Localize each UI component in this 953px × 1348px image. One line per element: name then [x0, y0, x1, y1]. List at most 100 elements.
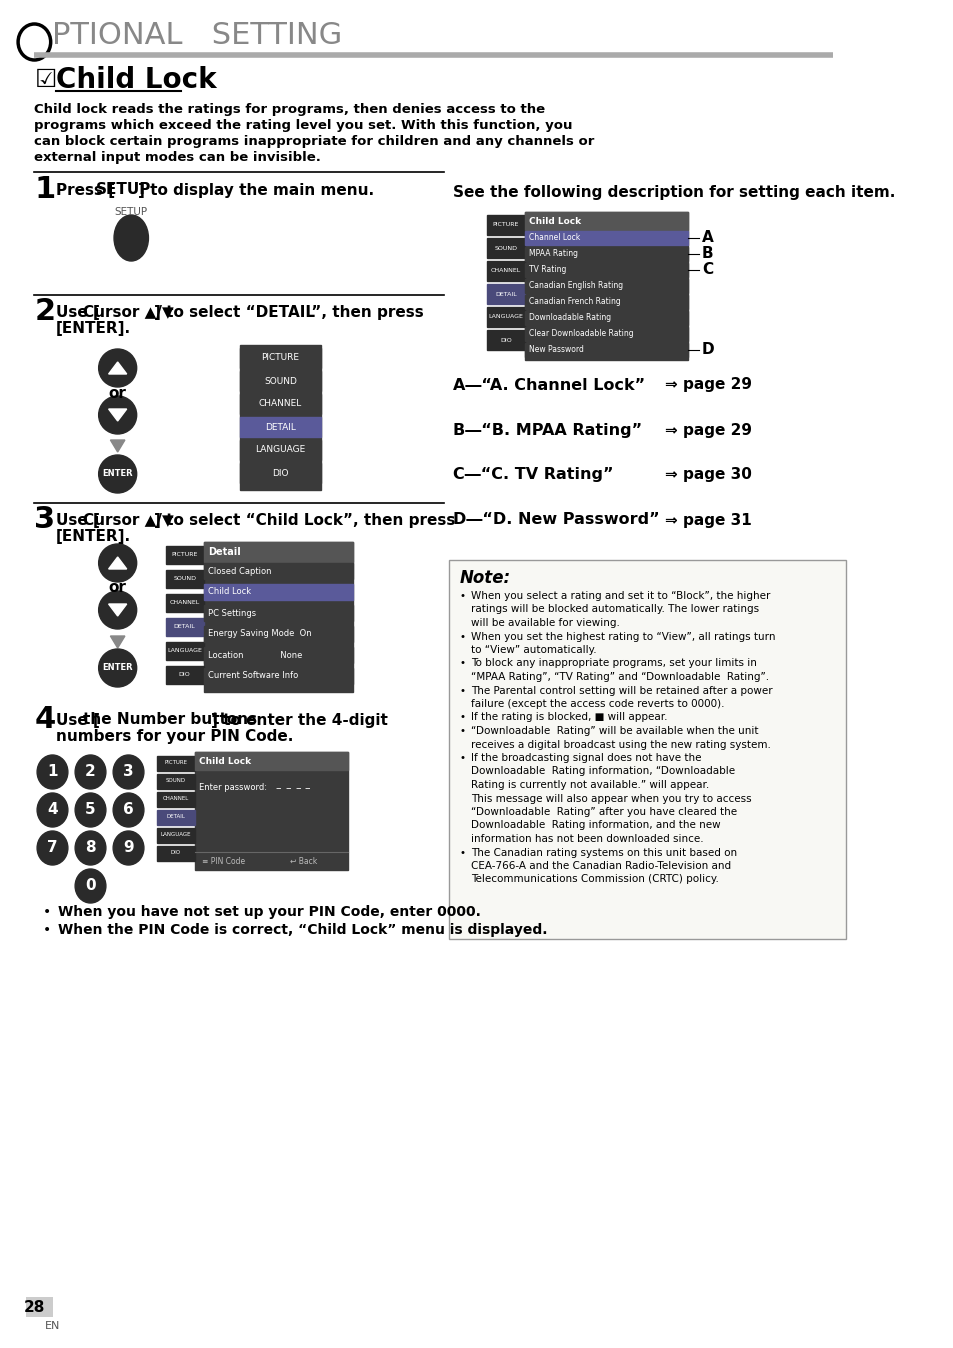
Text: receives a digital broadcast using the new rating system.: receives a digital broadcast using the n…: [470, 740, 770, 749]
Text: EN: EN: [45, 1321, 61, 1330]
Text: Enter password:: Enter password:: [199, 783, 267, 793]
Polygon shape: [109, 604, 127, 616]
Text: [ENTER].: [ENTER].: [56, 321, 132, 336]
FancyBboxPatch shape: [524, 311, 687, 325]
Text: failure (except the access code reverts to 0000).: failure (except the access code reverts …: [470, 700, 723, 709]
Text: Clear Downloadable Rating: Clear Downloadable Rating: [528, 329, 633, 338]
Circle shape: [113, 793, 144, 828]
Text: 3: 3: [123, 764, 133, 779]
Text: 2: 2: [85, 764, 96, 779]
Text: –: –: [305, 783, 311, 793]
Text: C: C: [701, 263, 713, 278]
Text: DIO: DIO: [499, 337, 512, 342]
Text: Detail: Detail: [208, 547, 241, 557]
Text: 1: 1: [34, 175, 55, 205]
Text: DETAIL: DETAIL: [265, 422, 295, 431]
FancyBboxPatch shape: [524, 212, 687, 231]
FancyBboxPatch shape: [524, 295, 687, 309]
FancyBboxPatch shape: [486, 262, 524, 280]
Text: numbers for your PIN Code.: numbers for your PIN Code.: [56, 728, 294, 744]
Text: CHANNEL: CHANNEL: [258, 399, 302, 408]
Text: ] to display the main menu.: ] to display the main menu.: [137, 182, 374, 198]
Text: If the broadcasting signal does not have the: If the broadcasting signal does not have…: [470, 754, 700, 763]
FancyBboxPatch shape: [203, 563, 353, 580]
Text: When you have not set up your PIN Code, enter 0000.: When you have not set up your PIN Code, …: [58, 905, 480, 919]
Circle shape: [75, 793, 106, 828]
FancyBboxPatch shape: [156, 774, 194, 789]
FancyBboxPatch shape: [524, 279, 687, 293]
Text: ] to select “DETAIL”, then press: ] to select “DETAIL”, then press: [153, 305, 423, 319]
Text: When you select a rating and set it to “Block”, the higher: When you select a rating and set it to “…: [470, 590, 769, 601]
Text: Downloadable Rating: Downloadable Rating: [528, 314, 610, 322]
Text: TV Rating: TV Rating: [528, 266, 565, 275]
Text: 5: 5: [85, 802, 95, 817]
FancyBboxPatch shape: [486, 330, 524, 350]
FancyBboxPatch shape: [203, 542, 353, 562]
Text: –: –: [294, 783, 300, 793]
FancyBboxPatch shape: [524, 247, 687, 262]
Text: Child Lock: Child Lock: [56, 66, 216, 94]
Circle shape: [113, 755, 144, 789]
Circle shape: [113, 830, 144, 865]
Text: •: •: [43, 905, 51, 919]
Text: 4: 4: [34, 705, 55, 735]
Text: PICTURE: PICTURE: [164, 760, 187, 766]
FancyBboxPatch shape: [156, 828, 194, 842]
Text: SETUP: SETUP: [96, 182, 152, 198]
Text: can block certain programs inappropriate for children and any channels or: can block certain programs inappropriate…: [34, 136, 594, 148]
Circle shape: [37, 830, 68, 865]
Text: •: •: [43, 923, 51, 937]
Text: DETAIL: DETAIL: [166, 814, 185, 820]
FancyBboxPatch shape: [486, 239, 524, 257]
Text: ⇒ page 31: ⇒ page 31: [664, 512, 751, 527]
Circle shape: [37, 793, 68, 828]
Text: ⇒ page 30: ⇒ page 30: [664, 468, 751, 483]
Text: Channel Lock: Channel Lock: [528, 233, 579, 243]
FancyBboxPatch shape: [166, 617, 203, 636]
Polygon shape: [111, 439, 125, 452]
Text: •: •: [459, 686, 465, 696]
Text: •: •: [459, 713, 465, 723]
Ellipse shape: [98, 456, 136, 493]
FancyBboxPatch shape: [449, 559, 845, 940]
Text: 9: 9: [123, 841, 133, 856]
Text: When you set the highest rating to “View”, all ratings turn: When you set the highest rating to “View…: [470, 631, 775, 642]
Text: New Password: New Password: [528, 345, 583, 355]
Text: Downloadable  Rating information, and the new: Downloadable Rating information, and the…: [470, 821, 720, 830]
Text: 3: 3: [34, 506, 55, 535]
Text: If the rating is blocked, ■ will appear.: If the rating is blocked, ■ will appear.: [470, 713, 666, 723]
FancyBboxPatch shape: [194, 752, 348, 869]
Text: •: •: [459, 727, 465, 736]
Text: Note:: Note:: [459, 569, 511, 586]
Text: ⇒ page 29: ⇒ page 29: [664, 377, 752, 392]
Ellipse shape: [98, 648, 136, 687]
Text: DIO: DIO: [171, 851, 180, 856]
Text: Canadian English Rating: Canadian English Rating: [528, 282, 622, 291]
Text: LANGUAGE: LANGUAGE: [255, 445, 305, 454]
FancyBboxPatch shape: [239, 417, 321, 437]
Text: 6: 6: [123, 802, 133, 817]
Circle shape: [75, 869, 106, 903]
Text: SOUND: SOUND: [166, 779, 186, 783]
Text: Location              None: Location None: [208, 651, 302, 659]
FancyBboxPatch shape: [239, 462, 321, 483]
Polygon shape: [111, 636, 125, 648]
FancyBboxPatch shape: [156, 793, 194, 807]
FancyBboxPatch shape: [203, 647, 353, 663]
Text: PICTURE: PICTURE: [493, 222, 518, 228]
Ellipse shape: [98, 396, 136, 434]
FancyBboxPatch shape: [166, 546, 203, 563]
Text: •: •: [459, 631, 465, 642]
Text: Press [: Press [: [56, 182, 115, 198]
Text: Telecommunications Commission (CRTC) policy.: Telecommunications Commission (CRTC) pol…: [470, 875, 718, 884]
Text: will be available for viewing.: will be available for viewing.: [470, 617, 618, 628]
Text: Use [: Use [: [56, 713, 100, 728]
FancyBboxPatch shape: [486, 307, 524, 328]
Text: 2: 2: [34, 298, 55, 326]
Circle shape: [37, 755, 68, 789]
Text: When the PIN Code is correct, “Child Lock” menu is displayed.: When the PIN Code is correct, “Child Loc…: [58, 923, 547, 937]
Ellipse shape: [114, 214, 149, 262]
Text: ☑: ☑: [34, 67, 57, 92]
Text: This message will also appear when you try to access: This message will also appear when you t…: [470, 794, 751, 803]
Text: Energy Saving Mode  On: Energy Saving Mode On: [208, 630, 312, 639]
